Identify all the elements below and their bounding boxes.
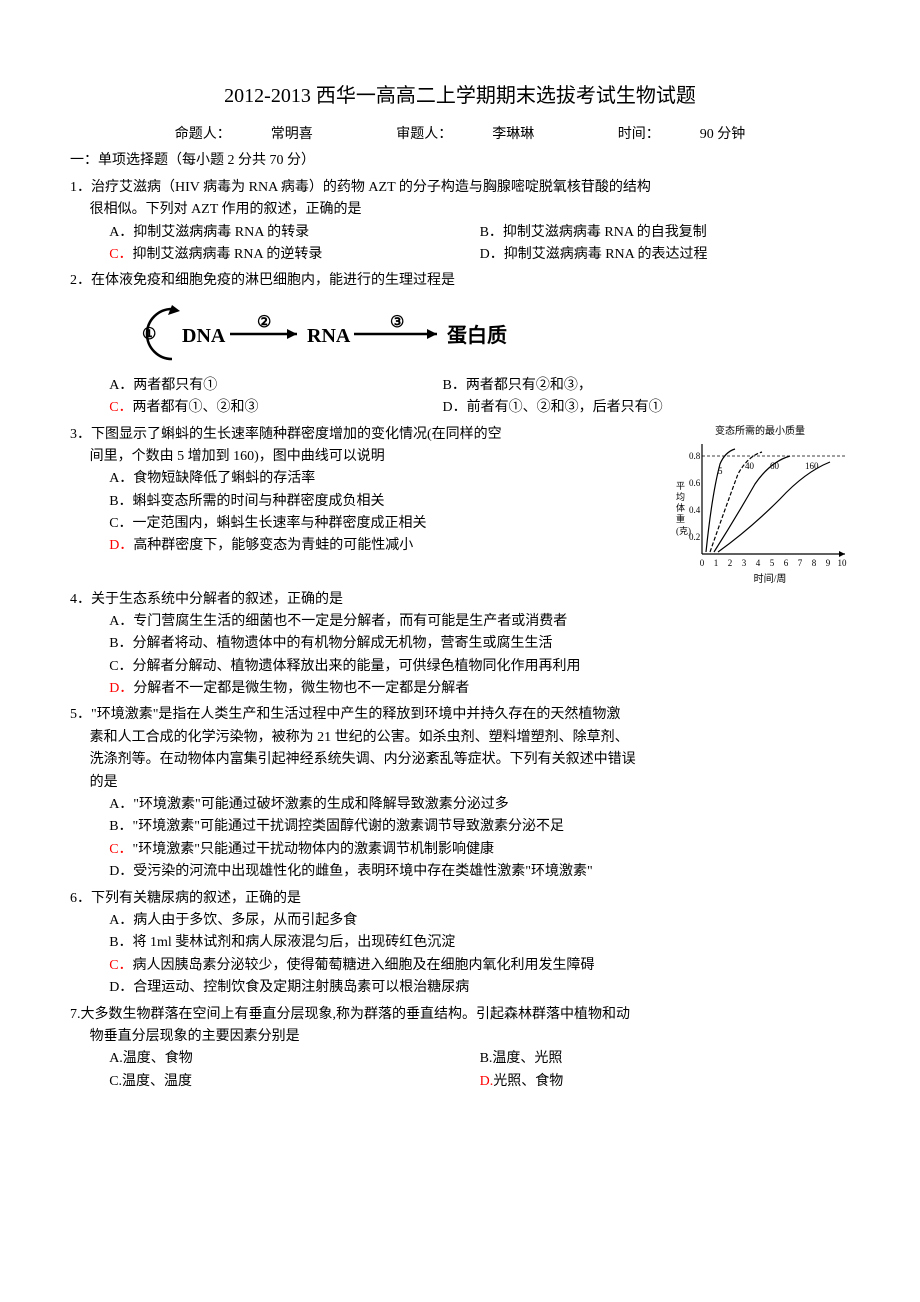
q2-opt-b: B．两者都只有②和③， xyxy=(443,375,850,397)
growth-chart: 变态所需的最小质量 平 均 体 重 (克) 0.8 0.6 0.4 0.2 5 … xyxy=(670,424,850,589)
q7-opt-a: A.温度、食物 xyxy=(109,1048,479,1070)
section-header: 一：单项选择题（每小题 2 分共 70 分） xyxy=(70,150,850,172)
svg-text:40: 40 xyxy=(745,461,755,471)
svg-text:重: 重 xyxy=(676,513,685,524)
q7-opt-b: B.温度、光照 xyxy=(480,1048,850,1070)
svg-text:5: 5 xyxy=(718,466,723,476)
q2-opt-d: D．前者有①、②和③，后者只有① xyxy=(443,397,850,419)
q7-opt-c: C.温度、温度 xyxy=(109,1071,479,1093)
svg-text:0.2: 0.2 xyxy=(689,532,700,542)
q4-opt-c: C．分解者分解动、植物遗体释放出来的能量，可供绿色植物同化作用再利用 xyxy=(109,656,850,678)
svg-text:蛋白质: 蛋白质 xyxy=(447,323,507,347)
q1-opt-b: B．抑制艾滋病病毒 RNA 的自我复制 xyxy=(480,222,850,244)
q7-stem-l1: 7.大多数生物群落在空间上有垂直分层现象,称为群落的垂直结构。引起森林群落中植物… xyxy=(70,1004,850,1026)
svg-text:0.4: 0.4 xyxy=(689,505,701,515)
svg-text:6: 6 xyxy=(784,558,789,568)
q5-opt-a: A．"环境激素"可能通过破坏激素的生成和降解导致激素分泌过多 xyxy=(109,794,850,816)
question-7: 7.大多数生物群落在空间上有垂直分层现象,称为群落的垂直结构。引起森林群落中植物… xyxy=(70,1004,850,1094)
question-4: 4．关于生态系统中分解者的叙述，正确的是 A．专门营腐生生活的细菌也不一定是分解… xyxy=(70,589,850,701)
q5-stem-l2: 素和人工合成的化学污染物，被称为 21 世纪的公害。如杀虫剂、塑料增塑剂、除草剂… xyxy=(70,727,850,749)
dna-rna-diagram: ① DNA ② RNA ③ 蛋白质 xyxy=(70,299,850,369)
svg-text:均: 均 xyxy=(676,491,685,502)
q6-opt-a: A．病人由于多饮、多尿，从而引起多食 xyxy=(109,910,850,932)
question-1: 1．治疗艾滋病（HIV 病毒为 RNA 病毒）的药物 AZT 的分子构造与胸腺嘧… xyxy=(70,177,850,267)
reviewer-label: 审题人： xyxy=(396,127,452,142)
svg-text:变态所需的最小质量: 变态所需的最小质量 xyxy=(715,424,805,437)
q5-stem-l3: 洗涤剂等。在动物体内富集引起神经系统失调、内分泌紊乱等症状。下列有关叙述中错误 xyxy=(70,749,850,771)
question-5: 5．"环境激素"是指在人类生产和生活过程中产生的释放到环境中并持久存在的天然植物… xyxy=(70,704,850,883)
q2-opt-a: A．两者都只有① xyxy=(109,375,442,397)
svg-text:8: 8 xyxy=(812,558,817,568)
q5-stem-l1: 5．"环境激素"是指在人类生产和生活过程中产生的释放到环境中并持久存在的天然植物… xyxy=(70,704,850,726)
q7-opt-d: D.光照、食物 xyxy=(480,1071,850,1093)
q1-opt-d: D．抑制艾滋病病毒 RNA 的表达过程 xyxy=(480,244,850,266)
svg-text:3: 3 xyxy=(742,558,747,568)
svg-text:时间/周: 时间/周 xyxy=(754,572,787,585)
q3-opt-a: A．食物短缺降低了蝌蚪的存活率 xyxy=(109,468,662,490)
svg-text:9: 9 xyxy=(826,558,831,568)
q6-opt-d: D．合理运动、控制饮食及定期注射胰岛素可以根治糖尿病 xyxy=(109,977,850,999)
author: 常明喜 xyxy=(271,127,313,142)
q6-stem: 6．下列有关糖尿病的叙述，正确的是 xyxy=(70,888,850,910)
meta-line: 命题人： 常明喜 审题人： 李琳琳 时间： 90 分钟 xyxy=(70,124,850,146)
q5-stem-l4: 的是 xyxy=(70,772,850,794)
svg-text:10: 10 xyxy=(838,558,848,568)
page-title: 2012-2013 西华一高高二上学期期末选拔考试生物试题 xyxy=(70,80,850,112)
author-label: 命题人： xyxy=(175,127,231,142)
reviewer: 李琳琳 xyxy=(492,127,534,142)
q3-stem-l2: 间里，个数由 5 增加到 160)，图中曲线可以说明 xyxy=(70,446,662,468)
svg-text:②: ② xyxy=(257,314,271,331)
q1-stem-l1: 1．治疗艾滋病（HIV 病毒为 RNA 病毒）的药物 AZT 的分子构造与胸腺嘧… xyxy=(70,177,850,199)
svg-text:③: ③ xyxy=(390,314,404,331)
question-2: 2．在体液免疫和细胞免疫的淋巴细胞内，能进行的生理过程是 ① DNA ② RNA… xyxy=(70,270,850,419)
q5-opt-d: D．受污染的河流中出现雄性化的雌鱼，表明环境中存在类雄性激素"环境激素" xyxy=(109,861,850,883)
time-label: 时间： xyxy=(618,127,660,142)
svg-text:DNA: DNA xyxy=(182,325,226,347)
q2-stem: 2．在体液免疫和细胞免疫的淋巴细胞内，能进行的生理过程是 xyxy=(70,270,850,292)
svg-text:1: 1 xyxy=(714,558,719,568)
q3-opt-d: D．高种群密度下，能够变态为青蛙的可能性减小 xyxy=(109,535,662,557)
question-6: 6．下列有关糖尿病的叙述，正确的是 A．病人由于多饮、多尿，从而引起多食 B．将… xyxy=(70,888,850,1000)
q3-stem-l1: 3．下图显示了蝌蚪的生长速率随种群密度增加的变化情况(在同样的空 xyxy=(70,424,662,446)
q6-opt-c: C．病人因胰岛素分泌较少，使得葡萄糖进入细胞及在细胞内氧化利用发生障碍 xyxy=(109,955,850,977)
q4-opt-a: A．专门营腐生生活的细菌也不一定是分解者，而有可能是生产者或消费者 xyxy=(109,611,850,633)
svg-text:2: 2 xyxy=(728,558,733,568)
q3-opt-b: B．蝌蚪变态所需的时间与种群密度成负相关 xyxy=(109,491,662,513)
svg-text:60: 60 xyxy=(770,461,780,471)
q4-opt-b: B．分解者将动、植物遗体中的有机物分解成无机物，营寄生或腐生生活 xyxy=(109,633,850,655)
svg-text:7: 7 xyxy=(798,558,803,568)
q2-opt-c: C．两者都有①、②和③ xyxy=(109,397,442,419)
svg-text:160: 160 xyxy=(805,461,819,471)
q5-opt-c: C．"环境激素"只能通过干扰动物体内的激素调节机制影响健康 xyxy=(109,839,850,861)
svg-text:4: 4 xyxy=(756,558,761,568)
q3-opt-c: C．一定范围内，蝌蚪生长速率与种群密度成正相关 xyxy=(109,513,662,535)
question-3: 3．下图显示了蝌蚪的生长速率随种群密度增加的变化情况(在同样的空 间里，个数由 … xyxy=(70,424,662,558)
svg-text:0.8: 0.8 xyxy=(689,451,701,461)
svg-text:0: 0 xyxy=(700,558,705,568)
time: 90 分钟 xyxy=(700,127,746,142)
q5-opt-b: B．"环境激素"可能通过干扰调控类固醇代谢的激素调节导致激素分泌不足 xyxy=(109,816,850,838)
q6-opt-b: B．将 1ml 斐林试剂和病人尿液混匀后，出现砖红色沉淀 xyxy=(109,932,850,954)
svg-text:RNA: RNA xyxy=(307,325,351,347)
svg-text:0.6: 0.6 xyxy=(689,478,701,488)
svg-text:5: 5 xyxy=(770,558,775,568)
q4-stem: 4．关于生态系统中分解者的叙述，正确的是 xyxy=(70,589,850,611)
q1-stem-l2: 很相似。下列对 AZT 作用的叙述，正确的是 xyxy=(70,199,850,221)
chart-ylabel: 平 xyxy=(676,481,685,491)
q1-opt-a: A．抑制艾滋病病毒 RNA 的转录 xyxy=(109,222,479,244)
svg-text:①: ① xyxy=(142,326,156,343)
svg-text:体: 体 xyxy=(676,502,685,513)
q4-opt-d: D．分解者不一定都是微生物，微生物也不一定都是分解者 xyxy=(109,678,850,700)
q7-stem-l2: 物垂直分层现象的主要因素分别是 xyxy=(70,1026,850,1048)
q1-opt-c: C．抑制艾滋病病毒 RNA 的逆转录 xyxy=(109,244,479,266)
